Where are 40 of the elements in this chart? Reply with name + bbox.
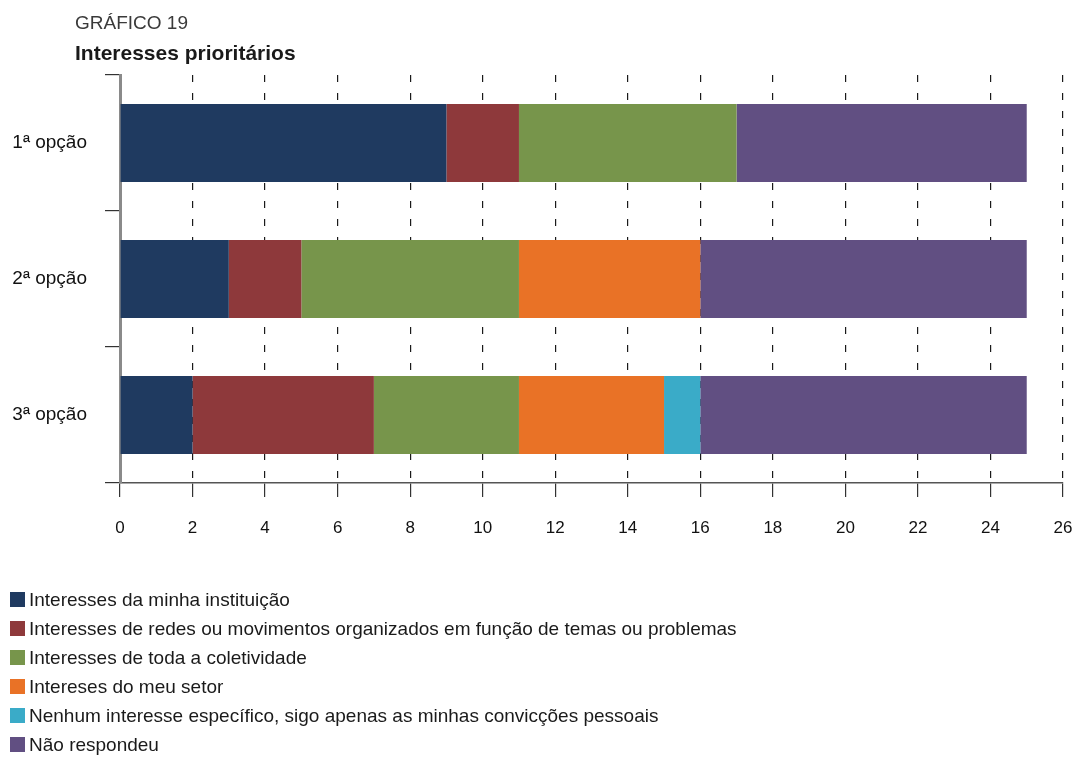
bar <box>120 239 229 319</box>
bar <box>700 239 1027 319</box>
chart-title: GRÁFICO 19 <box>75 12 188 34</box>
x-tick-label: 8 <box>405 517 415 537</box>
x-tick-label: 0 <box>115 517 125 537</box>
legend-label: Interesses da minha instituição <box>29 588 290 611</box>
bar <box>120 375 193 455</box>
bar <box>736 103 1027 183</box>
x-tick-label: 4 <box>260 517 270 537</box>
y-tick-label: 2ª opção <box>12 267 87 289</box>
y-tick-label: 1ª opção <box>12 131 87 153</box>
bar <box>373 375 519 455</box>
bar <box>446 103 519 183</box>
legend-label: Interesses de toda a coletividade <box>29 646 307 669</box>
x-tick-label: 20 <box>835 517 855 537</box>
x-tick-label: 16 <box>690 517 710 537</box>
x-tick-label: 2 <box>187 517 198 537</box>
chart-subtitle: Interesses prioritários <box>75 40 296 65</box>
legend-label: Interesses de redes ou movimentos organizados em função de temas ou problemas <box>29 617 737 640</box>
x-tick-label: 6 <box>332 517 343 537</box>
x-tick-label: 12 <box>545 517 565 537</box>
legend-label: Não respondeu <box>29 733 159 756</box>
legend-label: Nenhum interesse específico, sigo apenas as minhas convicções pessoais <box>29 704 659 727</box>
bar <box>192 375 374 455</box>
bar <box>518 239 701 319</box>
x-tick-label: 26 <box>1053 517 1072 537</box>
x-tick-label: 22 <box>908 517 928 537</box>
legend-label: Intereses do meu setor <box>29 675 224 698</box>
bar <box>301 239 519 319</box>
x-tick-label: 24 <box>981 517 1000 537</box>
bar <box>518 103 737 183</box>
x-tick-label: 14 <box>618 517 638 537</box>
bar <box>120 103 447 183</box>
bar <box>518 375 665 455</box>
y-tick-label: 3ª opção <box>12 403 87 425</box>
bar <box>228 239 302 319</box>
x-tick-label: 10 <box>473 517 493 537</box>
x-tick-label: 18 <box>763 517 783 537</box>
bar <box>664 375 701 455</box>
bar <box>700 375 1027 455</box>
